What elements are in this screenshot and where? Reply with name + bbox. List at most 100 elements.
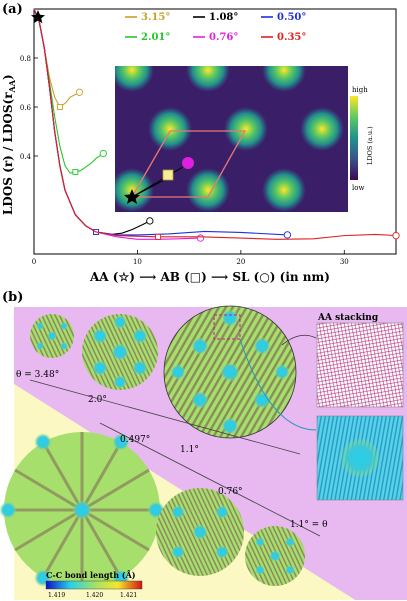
aa-stacking-label: AA stacking xyxy=(317,313,379,323)
aa-spot xyxy=(191,391,209,409)
bond-colorbar-title: C-C bond length (Å) xyxy=(46,570,136,580)
aa-spot xyxy=(92,328,108,344)
ab-marker xyxy=(56,104,63,110)
panel-b-label: (b) xyxy=(2,290,23,305)
zoom-box xyxy=(213,314,241,340)
aa-spot xyxy=(215,545,229,559)
aa-spot xyxy=(285,537,295,547)
inset-colorbar-high: high xyxy=(352,86,368,94)
inset-spot-grid xyxy=(115,66,344,212)
ab-marker xyxy=(72,168,79,175)
aa-spot xyxy=(111,343,129,361)
aa-spot xyxy=(269,550,281,562)
aa-spot xyxy=(60,322,68,330)
zoom-arrow-bottom xyxy=(239,338,317,431)
moire-076 xyxy=(156,488,244,576)
plot-frame xyxy=(33,8,397,255)
aa-spot xyxy=(60,342,68,350)
aa-spot xyxy=(192,524,208,540)
aa-spot xyxy=(285,565,295,575)
aa-spot xyxy=(113,315,127,329)
x-tick-label: 0 xyxy=(32,258,36,266)
x-axis-label: AA (☆) ⟶ AB (□) ⟶ SL (○) (in nm) xyxy=(89,270,330,284)
aa-spot xyxy=(92,360,108,376)
y-ticks: 0.4 0.6 0.8 xyxy=(20,55,38,161)
aa-start-star xyxy=(31,10,45,24)
moire-20 xyxy=(82,314,158,390)
aa-spot xyxy=(220,362,240,382)
inset-colorbar-label: LDOS (a.u.) xyxy=(366,126,374,165)
zoom-arrow-top xyxy=(281,334,317,346)
bright-spot xyxy=(186,66,230,92)
inset-colorbar-low: low xyxy=(352,184,364,192)
ab-marker xyxy=(155,233,162,240)
moire-348 xyxy=(30,314,74,358)
bright-spot xyxy=(262,66,306,92)
aa-spot xyxy=(113,375,127,389)
bright-spot xyxy=(148,107,192,151)
aa-spot xyxy=(36,342,44,350)
bright-spot xyxy=(186,168,230,212)
sl-end-marker xyxy=(392,231,400,240)
angle-0497: 0.497° xyxy=(120,435,150,445)
sl-end-marker xyxy=(283,231,292,239)
aa-spot xyxy=(72,500,92,520)
sl-end-marker xyxy=(75,88,84,96)
sl-end-marker xyxy=(146,217,154,225)
aa-spot xyxy=(36,322,44,330)
aa-spot xyxy=(221,309,239,327)
moire-11-large xyxy=(163,305,297,439)
x-tick-label: 20 xyxy=(236,258,245,266)
y-axis-label: LDOS (r) / LDOS(rAA) xyxy=(1,74,17,215)
aa-star-marker xyxy=(124,189,140,204)
aa-spot xyxy=(221,417,239,435)
angle-theta-11: 1.1° = θ xyxy=(290,520,328,530)
aa-zoom-center xyxy=(340,438,380,478)
chart-series xyxy=(31,8,400,242)
bond-colorbar-tick: 1.421 xyxy=(120,592,137,599)
unit-cell-outline xyxy=(130,130,247,198)
sl-end-marker xyxy=(196,234,205,242)
bond-colorbar-bar xyxy=(45,580,143,590)
legend-label: 0.35° xyxy=(277,32,306,43)
theta-guide-line xyxy=(29,379,301,455)
bright-spot xyxy=(115,168,154,212)
x-tick-label: 10 xyxy=(133,258,142,266)
aa-stacking-zoom-top xyxy=(316,322,404,408)
bright-spot xyxy=(262,168,306,212)
aa-spot xyxy=(170,364,186,380)
aa-spot xyxy=(112,433,130,451)
bond-colorbar-tick: 1.420 xyxy=(86,592,103,599)
ldos-inset-map: high low LDOS (a.u.) xyxy=(115,66,374,212)
aa-spot xyxy=(171,545,185,559)
moire-11-small xyxy=(245,526,305,586)
aa-spot xyxy=(253,337,271,355)
bond-colorbar-tick: 1.419 xyxy=(48,592,65,599)
bottom-guide-line xyxy=(99,422,321,537)
legend-label: 2.01° xyxy=(141,32,170,43)
series-line xyxy=(33,8,104,174)
legend-label: 1.08° xyxy=(209,12,238,23)
aa-spot xyxy=(274,364,290,380)
sl-pointer-line xyxy=(131,163,189,198)
y-axis-label-close: ) xyxy=(1,74,15,80)
bright-spot xyxy=(115,66,154,92)
legend: 3.15° 1.08° 0.50° 2.01° 0.76° 0.35° xyxy=(125,12,306,43)
inset-colorbar xyxy=(350,96,358,180)
aa-spot xyxy=(132,328,148,344)
y-axis-label-main: LDOS (r) / LDOS(r xyxy=(1,92,15,215)
aa-spot xyxy=(191,337,209,355)
angle-11: 1.1° xyxy=(180,445,199,455)
series-line xyxy=(33,8,397,240)
aa-spot xyxy=(253,391,271,409)
aa-spot xyxy=(132,360,148,376)
aa-spot xyxy=(47,331,57,341)
y-tick-label: 0.8 xyxy=(20,55,31,63)
aa-spot xyxy=(0,501,17,519)
legend-label: 0.76° xyxy=(209,32,238,43)
aa-spot xyxy=(255,565,265,575)
plot-axes xyxy=(33,8,397,255)
ab-square-marker xyxy=(162,169,174,181)
x-ticks: 0 10 20 30 xyxy=(32,250,349,266)
sl-circle-marker xyxy=(182,157,194,169)
